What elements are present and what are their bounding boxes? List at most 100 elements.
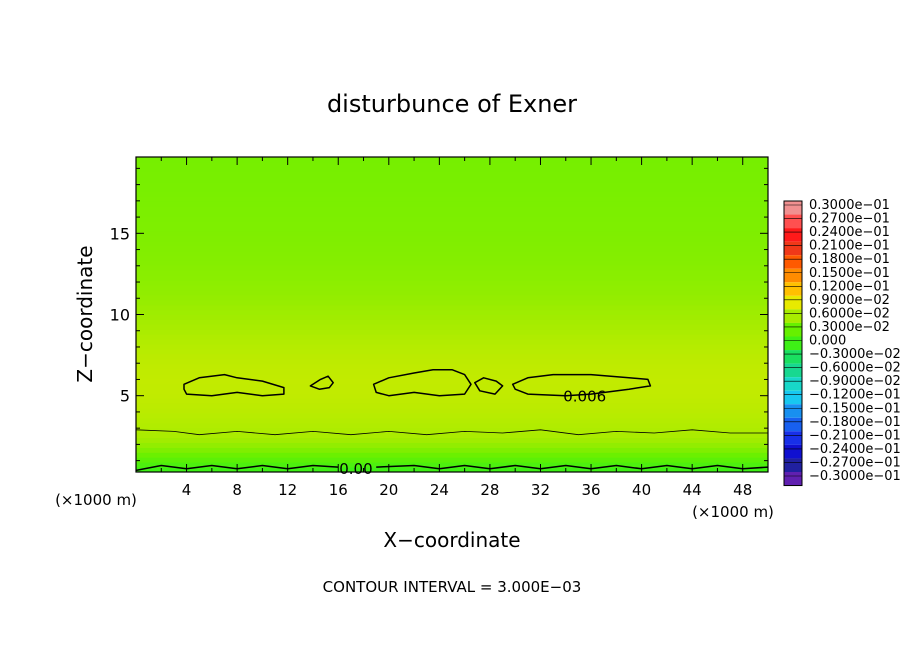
colorbar-swatch — [784, 282, 802, 296]
contour-line — [183, 373, 285, 397]
contour-line — [136, 429, 768, 436]
contour-labels: 0.006 0.00 — [339, 388, 606, 478]
contour-label: 0.006 — [563, 388, 606, 406]
colorbar-label: −0.2100e−01 — [809, 428, 901, 443]
field-band — [136, 323, 768, 330]
x-unit-right: (×1000 m) — [692, 503, 774, 521]
field-band — [136, 240, 768, 247]
field-band — [136, 373, 768, 379]
field-band — [136, 171, 768, 178]
field-band — [136, 299, 768, 306]
contour-interval-footer: CONTOUR INTERVAL = 3.000E−03 — [323, 578, 582, 596]
field-band — [136, 427, 768, 434]
colorbar-swatch — [784, 336, 802, 351]
colorbar-swatch — [784, 458, 802, 472]
x-tick-label: 36 — [581, 481, 600, 499]
x-axis-ticks: 4 8 12 16 20 24 28 32 36 40 44 48 — [160, 157, 752, 499]
colorbar-swatch — [784, 472, 802, 486]
field-band — [136, 422, 768, 429]
field-band — [136, 235, 768, 242]
colorbar-swatch — [784, 201, 802, 215]
field-band — [136, 181, 768, 188]
field-band — [136, 220, 768, 227]
colorbar-swatch — [784, 268, 802, 283]
field-band — [136, 294, 768, 301]
x-tick-label: 12 — [278, 481, 297, 499]
colorbar-label: 0.1500e−01 — [809, 266, 890, 281]
contour-line — [372, 368, 472, 397]
field-band — [136, 215, 768, 222]
x-tick-label: 8 — [232, 481, 242, 499]
field-band — [136, 441, 768, 448]
colorbar-label: −0.2700e−01 — [809, 455, 901, 470]
field-band — [136, 230, 768, 237]
field-band — [136, 274, 768, 281]
colorbar-label: 0.1800e−01 — [809, 252, 890, 267]
field-band — [136, 382, 768, 389]
colorbar-swatch — [784, 363, 802, 378]
field-band — [136, 205, 768, 212]
field-band — [136, 259, 768, 266]
contour-line — [309, 375, 334, 390]
colorbar-frame — [783, 200, 803, 487]
field-band — [136, 225, 768, 232]
x-unit-left: (×1000 m) — [55, 491, 137, 509]
field-band — [136, 314, 768, 320]
x-tick-label: 16 — [329, 481, 348, 499]
colorbar-swatch — [784, 228, 802, 242]
field-band — [136, 254, 768, 261]
x-tick-label: 20 — [379, 481, 398, 499]
x-tick-label: 48 — [733, 481, 752, 499]
field-band — [136, 269, 768, 276]
field-band — [136, 333, 768, 340]
colorbar-label: 0.3000e−02 — [809, 320, 890, 335]
field-band — [136, 264, 768, 271]
field-shading — [136, 157, 768, 472]
colorbar-swatch — [784, 241, 802, 256]
field-band — [136, 190, 768, 197]
colorbar-swatch — [784, 350, 802, 364]
field-band — [136, 432, 768, 439]
colorbar-label: −0.1800e−01 — [809, 415, 901, 430]
x-axis-label: X−coordinate — [383, 528, 520, 552]
field-band — [136, 353, 768, 360]
colorbar-label: 0.6000e−02 — [809, 306, 890, 321]
colorbar-label: −0.9000e−02 — [809, 374, 901, 389]
colorbar-label: 0.2700e−01 — [809, 212, 890, 227]
y-axis-label: Z−coordinate — [73, 245, 97, 382]
field-band — [136, 289, 768, 296]
colorbar-swatch — [784, 431, 802, 445]
field-band — [136, 318, 768, 325]
colorbar-swatch — [784, 295, 802, 310]
field-band — [136, 279, 768, 286]
field-band — [136, 397, 768, 404]
colorbar-label: 0.000 — [809, 334, 846, 349]
x-tick-label: 32 — [531, 481, 550, 499]
field-band — [136, 402, 768, 409]
colorbar-label: −0.3000e−01 — [809, 469, 901, 484]
field-band — [136, 407, 768, 414]
colorbar-swatch — [784, 390, 802, 405]
colorbar-swatch — [784, 322, 802, 337]
colorbar-swatch — [784, 444, 802, 459]
y-tick-label: 15 — [110, 224, 130, 243]
colorbar-label: −0.3000e−02 — [809, 347, 901, 362]
colorbar-swatch — [784, 417, 802, 432]
field-band — [136, 348, 768, 355]
field-band — [136, 343, 768, 350]
contour-lines — [136, 368, 768, 472]
y-axis-ticks: 5 10 15 — [110, 167, 768, 462]
field-band — [136, 417, 768, 424]
colorbar-label: 0.3000e−01 — [809, 198, 890, 213]
field-band — [136, 377, 768, 384]
contour-line — [511, 373, 652, 397]
colorbar-swatch — [784, 404, 802, 418]
contour-line — [376, 464, 768, 470]
field-band — [136, 358, 768, 365]
field-band — [136, 210, 768, 217]
colorbar: 0.3000e−010.2700e−010.2400e−010.2100e−01… — [783, 198, 901, 487]
colorbar-label: −0.1500e−01 — [809, 401, 901, 416]
field-band — [136, 186, 768, 192]
colorbar-label: 0.1200e−01 — [809, 279, 890, 294]
